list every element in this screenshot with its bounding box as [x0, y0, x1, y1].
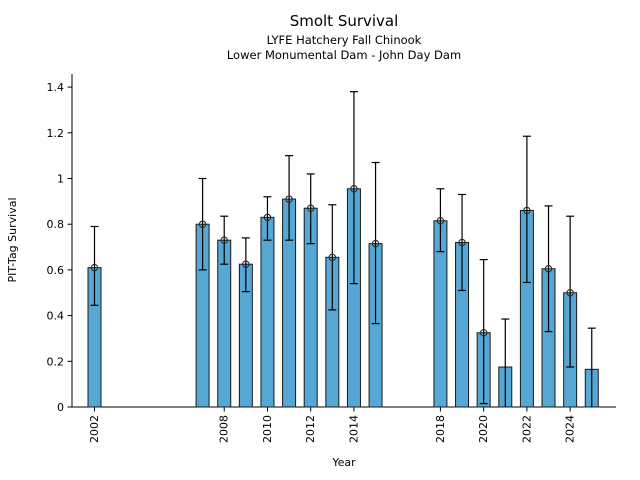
- x-tick-label: 2012: [304, 415, 317, 443]
- x-tick-label: 2018: [434, 415, 447, 443]
- marker-2015: [371, 239, 380, 248]
- marker-2023: [544, 265, 553, 273]
- chart-subtitle-2: Lower Monumental Dam - John Day Dam: [227, 48, 461, 62]
- y-axis-label: PIT-Tag Survival: [6, 197, 19, 282]
- y-tick-label: 0.2: [47, 355, 65, 368]
- marker-2022: [523, 206, 531, 215]
- marker-2013: [328, 253, 337, 262]
- x-tick-label: 2010: [261, 415, 274, 443]
- marker-2012: [306, 204, 315, 212]
- chart-subtitle-1: LYFE Hatchery Fall Chinook: [267, 33, 422, 47]
- marker-2009: [242, 260, 250, 268]
- x-tick-label: 2020: [477, 415, 490, 443]
- chart-title: Smolt Survival: [290, 12, 399, 30]
- y-tick-label: 1.2: [47, 127, 65, 140]
- marker-2018: [436, 217, 445, 225]
- x-tick-label: 2022: [520, 415, 533, 443]
- x-tick-label: 2002: [88, 415, 101, 443]
- marker-2007: [198, 220, 207, 228]
- y-tick-label: 1.4: [47, 81, 65, 94]
- x-tick-label: 2014: [347, 415, 360, 443]
- x-tick-label: 2024: [564, 415, 577, 443]
- y-tick-label: 0.6: [47, 264, 65, 277]
- marker-2008: [220, 236, 228, 244]
- marker-2010: [263, 213, 272, 222]
- y-tick-label: 0.4: [47, 310, 65, 323]
- x-axis-label: Year: [331, 456, 356, 469]
- marker-2011: [285, 195, 293, 203]
- marker-2020: [479, 328, 488, 337]
- marker-2019: [458, 238, 466, 247]
- bar-2008: [217, 239, 232, 408]
- marker-2002: [90, 263, 99, 272]
- bar-2010: [260, 216, 275, 408]
- y-tick-label: 0.8: [47, 218, 65, 231]
- plot-area: 0 0.2 0.4 0.6 0.8 1 1.2 1.4 2002 2008 2010 2012 2014…: [47, 74, 616, 443]
- y-tick-label: 1: [57, 173, 64, 186]
- y-tick-label: 0: [57, 401, 64, 414]
- marker-2014: [350, 185, 358, 193]
- x-tick-label: 2008: [218, 415, 231, 443]
- marker-2024: [566, 288, 574, 297]
